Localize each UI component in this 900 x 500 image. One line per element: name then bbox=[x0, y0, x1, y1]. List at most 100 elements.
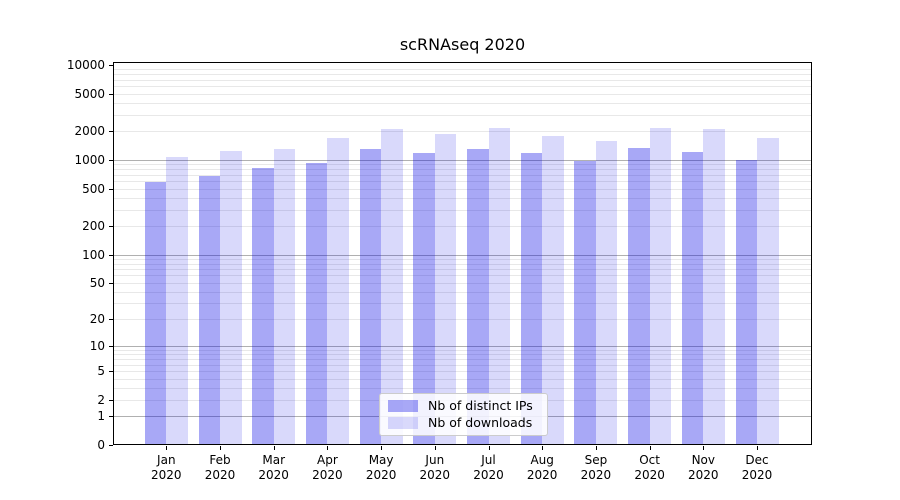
y-tick bbox=[109, 226, 113, 228]
y-tick bbox=[109, 282, 113, 284]
y-gridline-minor bbox=[113, 197, 812, 199]
x-tick-label-year: 2020 bbox=[688, 468, 719, 482]
x-tick-label-month: Dec bbox=[745, 453, 769, 467]
x-tick bbox=[595, 446, 597, 450]
x-tick-label-month: Sep bbox=[584, 453, 608, 467]
y-gridline-minor bbox=[113, 387, 812, 389]
x-tick-label-month: Feb bbox=[209, 453, 231, 467]
y-tick bbox=[109, 188, 113, 190]
y-tick-label: 20 bbox=[89, 312, 105, 327]
y-gridline-minor bbox=[113, 359, 812, 361]
x-tick-label-month: Jul bbox=[481, 453, 496, 467]
x-tick-label-year: 2020 bbox=[204, 468, 236, 482]
y-gridline-minor bbox=[113, 181, 812, 182]
legend-row-downloads: Nb of downloads bbox=[388, 416, 539, 430]
x-tick bbox=[166, 446, 168, 450]
y-tick-label: 100 bbox=[82, 247, 105, 262]
y-gridline-major bbox=[113, 254, 812, 256]
y-tick-label: 500 bbox=[82, 181, 105, 196]
y-gridline-minor bbox=[113, 79, 812, 81]
legend-label-downloads: Nb of downloads bbox=[428, 415, 533, 431]
y-tick bbox=[109, 445, 113, 446]
y-tick-label: 2000 bbox=[74, 124, 105, 139]
bar-downloads-nov bbox=[703, 128, 725, 445]
y-gridline-minor bbox=[113, 282, 812, 284]
x-tick-label-year: 2020 bbox=[526, 468, 558, 482]
x-tick-label-year: 2020 bbox=[473, 468, 504, 482]
y-gridline-minor bbox=[113, 258, 812, 260]
bar-ips-may bbox=[359, 148, 382, 445]
y-gridline-minor bbox=[113, 74, 812, 76]
y-gridline-minor bbox=[113, 319, 812, 321]
x-tick-label: Jul 2020 bbox=[462, 453, 516, 483]
x-tick-label: Apr 2020 bbox=[300, 453, 354, 483]
x-tick-label: Jan 2020 bbox=[139, 453, 193, 483]
y-gridline-minor bbox=[113, 86, 812, 88]
bar-downloads-aug bbox=[542, 135, 564, 445]
legend-swatch-downloads-icon bbox=[388, 417, 418, 430]
x-tick bbox=[703, 446, 705, 450]
y-tick-label: 0 bbox=[97, 438, 105, 452]
y-gridline-minor bbox=[113, 93, 812, 95]
bar-downloads-mar bbox=[273, 149, 296, 445]
y-gridline-minor bbox=[113, 378, 812, 380]
x-tick-label: Mar 2020 bbox=[247, 453, 301, 483]
bar-downloads-may bbox=[381, 129, 403, 445]
x-tick-label-year: 2020 bbox=[580, 468, 612, 482]
bar-ips-aug bbox=[520, 153, 543, 445]
y-tick bbox=[109, 93, 113, 95]
legend-row-distinct-ips: Nb of distinct IPs bbox=[388, 398, 539, 413]
bar-downloads-jul bbox=[488, 128, 510, 445]
y-gridline-minor bbox=[113, 169, 812, 171]
x-tick-label: Sep 2020 bbox=[569, 453, 623, 483]
bar-downloads-oct bbox=[649, 127, 672, 445]
bar-downloads-sep bbox=[595, 140, 618, 445]
y-tick bbox=[109, 346, 113, 348]
x-tick bbox=[220, 446, 221, 450]
bar-ips-nov bbox=[681, 151, 704, 445]
bar-ips-mar bbox=[252, 168, 274, 445]
x-tick-label-month: Oct bbox=[639, 453, 660, 467]
legend: Nb of distinct IPs Nb of downloads bbox=[379, 393, 548, 436]
x-tick-label-month: Aug bbox=[530, 453, 554, 467]
y-tick bbox=[109, 254, 113, 256]
bar-ips-sep bbox=[574, 161, 596, 445]
y-gridline-minor bbox=[113, 350, 812, 351]
chart-title: scRNAseq 2020 bbox=[399, 35, 526, 54]
y-gridline-major bbox=[113, 159, 812, 161]
y-gridline-minor bbox=[113, 371, 812, 373]
y-tick-label: 10000 bbox=[66, 57, 105, 72]
bar-downloads-jun bbox=[434, 133, 457, 445]
y-tick bbox=[109, 371, 113, 373]
plot-area bbox=[113, 62, 812, 445]
bar-ips-jul bbox=[467, 148, 489, 445]
x-tick-label-month: Jan bbox=[157, 453, 176, 467]
x-tick-label-year: 2020 bbox=[634, 468, 665, 482]
bar-ips-jun bbox=[413, 152, 435, 445]
legend-swatch-distinct-ips-icon bbox=[388, 399, 418, 412]
y-gridline-minor bbox=[113, 269, 812, 271]
y-gridline-minor bbox=[113, 188, 812, 190]
x-tick-label-year: 2020 bbox=[419, 468, 451, 482]
x-tick bbox=[542, 446, 544, 450]
y-gridline-minor bbox=[113, 354, 812, 356]
x-tick-label: Aug 2020 bbox=[515, 453, 569, 483]
y-gridline-minor bbox=[113, 102, 812, 104]
y-gridline-minor bbox=[113, 174, 812, 176]
x-tick-label: Dec 2020 bbox=[730, 453, 784, 483]
y-tick bbox=[109, 64, 113, 66]
y-gridline-minor bbox=[113, 114, 812, 116]
x-tick-label-month: Nov bbox=[691, 453, 715, 467]
bar-downloads-dec bbox=[757, 137, 779, 445]
x-tick bbox=[434, 446, 436, 450]
y-tick-label: 50 bbox=[89, 275, 105, 290]
y-gridline-minor bbox=[113, 291, 812, 293]
y-gridline-minor bbox=[113, 226, 812, 228]
y-gridline-minor bbox=[113, 263, 812, 265]
x-tick-label: Feb 2020 bbox=[193, 453, 247, 483]
bar-downloads-feb bbox=[220, 150, 242, 445]
y-tick-label: 5000 bbox=[74, 86, 105, 101]
x-tick-label-month: Apr bbox=[317, 453, 338, 467]
y-tick bbox=[109, 159, 113, 161]
